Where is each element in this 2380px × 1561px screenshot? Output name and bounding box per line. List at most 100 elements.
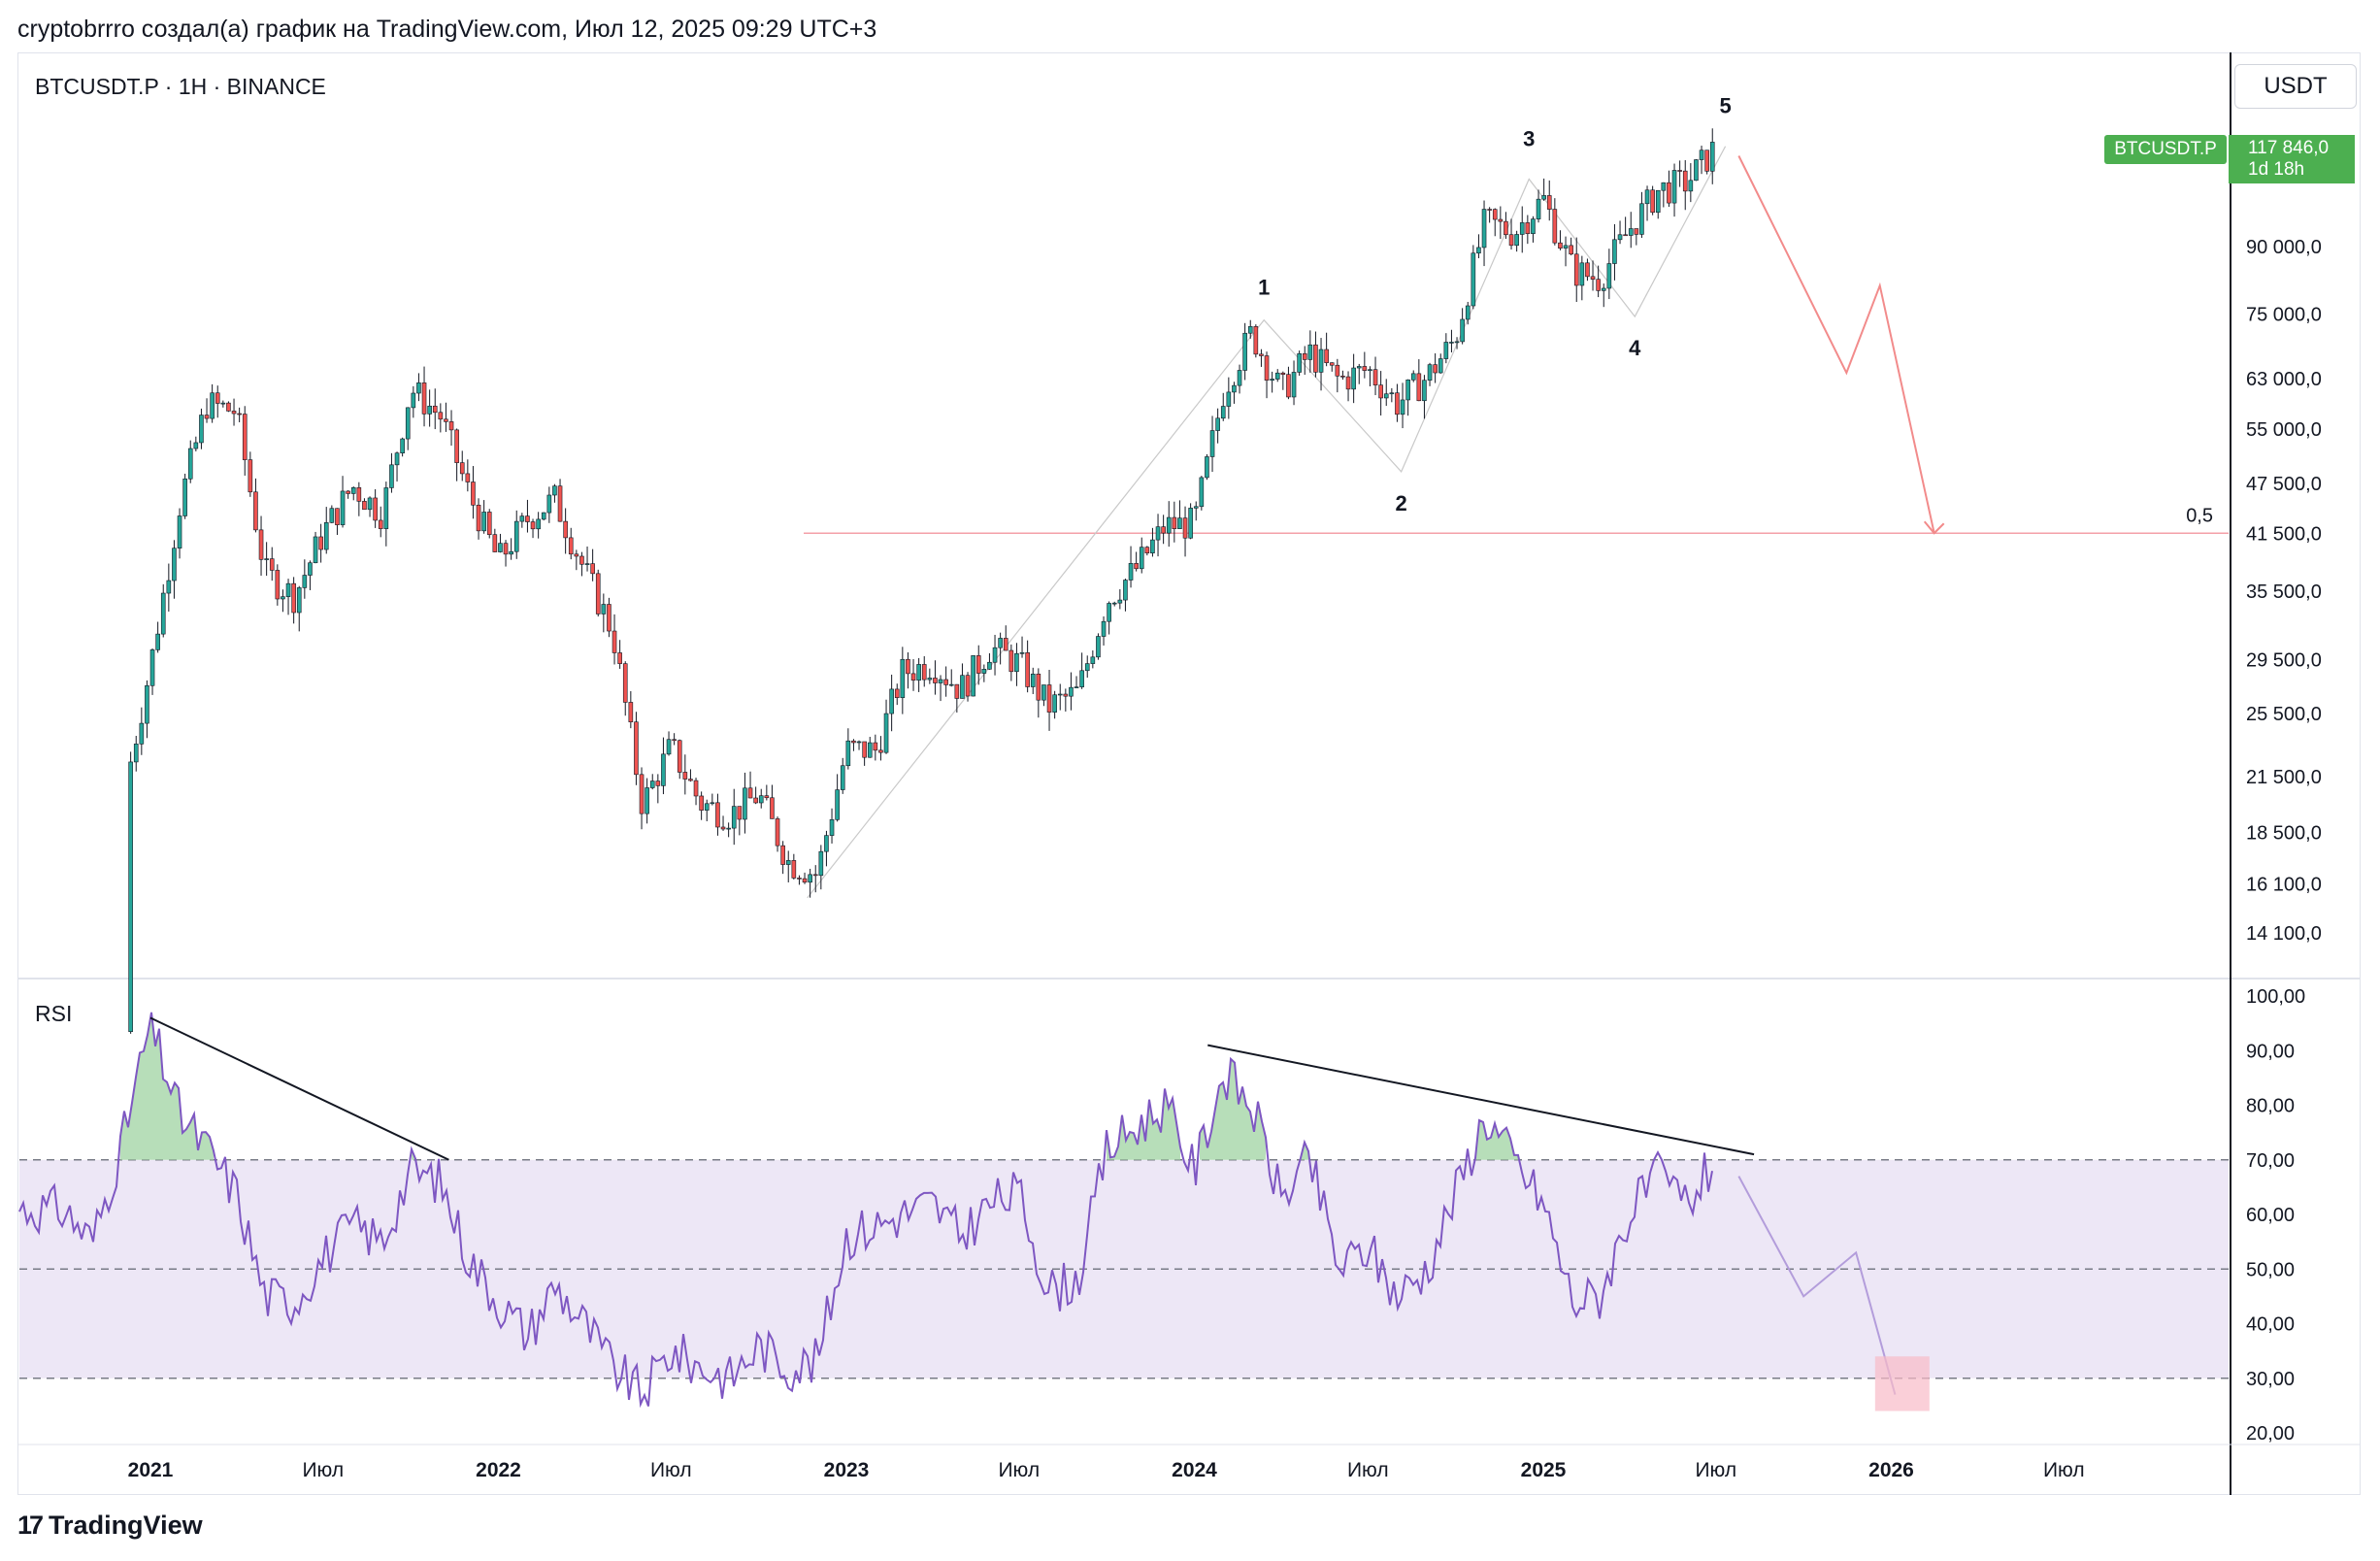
price-tick-label: 14 100,0 (2246, 923, 2322, 945)
price-candle (1536, 189, 1541, 223)
candle-body (1498, 218, 1504, 222)
price-candle (1667, 170, 1671, 208)
candle-body (1460, 318, 1465, 343)
candle-body (476, 504, 481, 532)
price-candle (1291, 360, 1297, 406)
price-candle (764, 784, 770, 801)
candle-body (291, 582, 296, 614)
price-candle (607, 597, 612, 638)
price-candle (486, 509, 492, 539)
candle-body (873, 742, 878, 751)
price-axis[interactable]: 90 000,0 75 000,0 63 000,0 55 000,0 47 500,0… (2246, 237, 2322, 945)
price-candle (889, 674, 894, 732)
price-candle (987, 652, 992, 670)
candle-body (444, 418, 448, 422)
price-candle (1139, 537, 1144, 574)
price-candle (1433, 353, 1438, 383)
candle-body (1623, 234, 1628, 237)
candle-body (1504, 220, 1508, 236)
price-candle (812, 865, 818, 893)
price-candle (1335, 358, 1340, 393)
rsi-tick-label: 50,00 (2246, 1259, 2295, 1280)
candle-body (867, 742, 873, 758)
candle-body (1682, 170, 1688, 192)
candle-body (416, 382, 421, 394)
rsi-overbought-fill (1301, 1142, 1308, 1160)
price-candle (900, 647, 906, 714)
candle-body (1329, 362, 1335, 366)
candle-body (242, 414, 248, 460)
candle-body (845, 740, 851, 767)
candle-body (1335, 364, 1340, 377)
candle-body (1307, 344, 1313, 360)
candle-body (329, 508, 335, 523)
candle-body (459, 462, 465, 475)
candle-body (634, 721, 639, 776)
price-candle (444, 402, 448, 432)
candle-body (258, 529, 264, 560)
price-candle (938, 675, 943, 702)
price-candle (965, 672, 971, 702)
candle-body (1709, 142, 1715, 172)
price-tick-label: 63 000,0 (2246, 369, 2322, 390)
candle-body (281, 596, 285, 600)
candle-body (797, 878, 802, 880)
price-candle (1541, 178, 1546, 201)
price-candle (617, 640, 622, 669)
candle-body (802, 878, 808, 883)
rsi-divergence-trendlines[interactable] (149, 1016, 1755, 1161)
candle-body (1606, 263, 1612, 289)
price-candle (448, 410, 454, 447)
candle-body (1405, 380, 1410, 401)
candle-body (1612, 239, 1617, 264)
candle-body (617, 652, 622, 664)
candle-body (889, 688, 894, 714)
currency-button[interactable]: USDT (2234, 64, 2357, 109)
candle-body (1438, 358, 1443, 374)
candle-body (1247, 326, 1253, 334)
candle-body (513, 520, 519, 552)
candle-body (1536, 198, 1541, 219)
price-candle (1259, 349, 1264, 367)
price-candle (166, 563, 172, 612)
time-axis[interactable]: 2021 Июл 2022 Июл 2023 Июл 2024 Июл 2025 Июл 2026 И… (128, 1459, 2085, 1481)
elliott-wave-lines (807, 146, 1727, 899)
candle-body (226, 402, 231, 412)
candle-body (454, 429, 459, 463)
price-candle (612, 614, 617, 665)
candle-body (1226, 391, 1232, 407)
candle-body (981, 669, 987, 674)
candle-body (182, 478, 187, 516)
price-forecast-path (1737, 155, 1935, 534)
price-candle (693, 778, 699, 806)
rsi-indicator-title[interactable]: RSI (35, 1001, 73, 1026)
candle-body (356, 486, 362, 502)
candle-body (1014, 652, 1019, 673)
price-candle (1286, 366, 1291, 400)
candle-body (1063, 693, 1069, 697)
rsi-axis[interactable]: 100,00 90,00 80,00 70,00 60,00 50,00 40,00 30,0… (2246, 986, 2305, 1445)
price-candle (275, 564, 281, 606)
candle-body (1704, 149, 1709, 172)
price-candle (302, 559, 308, 599)
price-candle (476, 498, 481, 540)
fib-level-layer: 0,5 (804, 505, 2229, 535)
price-candle (421, 366, 427, 427)
candle-body (1172, 516, 1177, 529)
candle-body (1237, 370, 1242, 386)
candle-body (541, 512, 546, 520)
price-tick-label: 75 000,0 (2246, 305, 2322, 326)
candle-body (563, 520, 568, 539)
candle-body (1552, 209, 1558, 244)
tradingview-logo[interactable]: 17 TradingView (17, 1511, 203, 1541)
price-candle (1030, 667, 1036, 694)
candle-body (1003, 638, 1008, 651)
candle-body (1101, 620, 1107, 637)
price-candle (579, 551, 584, 577)
price-candle (383, 482, 389, 547)
price-tick-label: 47 500,0 (2246, 474, 2322, 495)
symbol-title[interactable]: BTCUSDT.P · 1H · BINANCE (35, 74, 326, 99)
wave-label-3: 3 (1523, 126, 1535, 150)
candle-body (411, 392, 416, 409)
